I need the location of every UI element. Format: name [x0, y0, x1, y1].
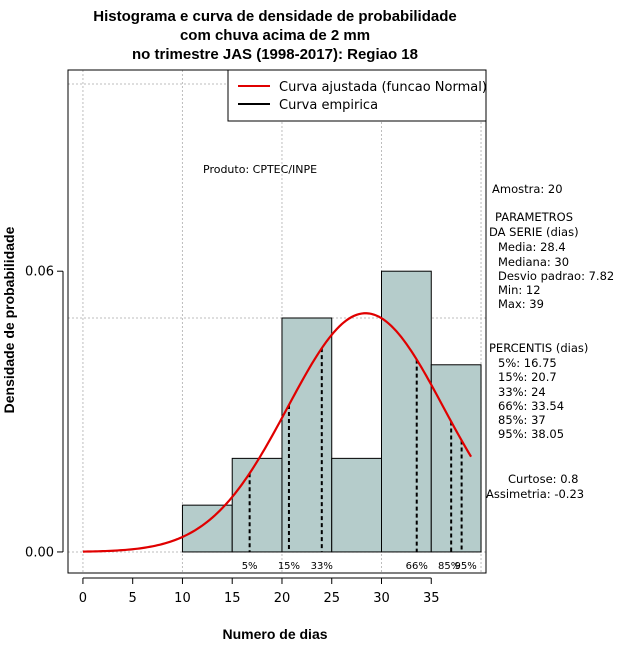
x-tick-label-5: 25: [323, 591, 340, 606]
histogram-bar-2: [281, 317, 333, 553]
chart-title-line-1: Histograma e curva de densidade de proba…: [93, 8, 456, 25]
percentile-layer: 5% 15% 33% 66% 85%95%: [242, 348, 477, 572]
normal-fit-curve: [82, 312, 473, 553]
histogram-bar-4: [381, 270, 432, 553]
percentile-label-3: 66%: [406, 561, 428, 572]
histogram-bar-3: [331, 457, 383, 553]
legend-normal-label: Curva ajustada (funcao Normal): [279, 80, 487, 95]
histogram-bar-0: [181, 504, 233, 553]
x-axis-label: Numero de dias: [222, 626, 327, 642]
x-tick-label-1: 5: [129, 591, 137, 606]
y-tick-label-1: 0.06: [25, 265, 54, 280]
side-panel: Amostra: 20 PARAMETROS DA SERIE (dias) M…: [486, 182, 614, 501]
axes-layer: 0 5 10 15 20 25 30 35 0.00 0.06: [25, 265, 439, 606]
parametros-title-1: PARAMETROS: [495, 210, 573, 224]
curve-layer: [82, 312, 473, 553]
media-text: Media: 28.4: [498, 240, 566, 254]
percentile-label-2: 33%: [311, 561, 333, 572]
assimetria-text: Assimetria: -0.23: [486, 487, 584, 501]
p15-text: 15%: 20.7: [498, 370, 557, 384]
amostra-text: Amostra: 20: [492, 182, 563, 196]
percentis-title: PERCENTIS (dias): [489, 341, 588, 355]
percentile-label-1: 15%: [278, 561, 300, 572]
x-tick-label-6: 30: [373, 591, 390, 606]
percentile-label-5: 95%: [454, 561, 476, 572]
desvio-text: Desvio padrao: 7.82: [498, 269, 614, 283]
p85-text: 85%: 37: [498, 413, 546, 427]
histogram-bar-1: [231, 457, 283, 553]
y-tick-label-0: 0.00: [25, 545, 54, 560]
x-tick-label-4: 20: [274, 591, 291, 606]
product-annotation: Produto: CPTEC/INPE: [203, 163, 317, 176]
mediana-text: Mediana: 30: [498, 255, 569, 269]
percentile-label-4: 85%: [438, 561, 460, 572]
bars-layer: [181, 270, 482, 553]
x-tick-label-2: 10: [174, 591, 191, 606]
p33-text: 33%: 24: [498, 385, 546, 399]
legend: Curva ajustada (funcao Normal) Curva emp…: [227, 69, 487, 122]
max-text: Max: 39: [498, 297, 544, 311]
histogram-bar-5: [430, 364, 482, 553]
p95-text: 95%: 38.05: [498, 427, 564, 441]
percentile-label-0: 5%: [242, 561, 258, 572]
legend-empirical-label: Curva empirica: [279, 98, 378, 113]
min-text: Min: 12: [498, 283, 541, 297]
legend-box: [227, 69, 487, 122]
x-tick-label-0: 0: [79, 591, 87, 606]
p66-text: 66%: 33.54: [498, 399, 564, 413]
x-tick-label-3: 15: [224, 591, 241, 606]
x-tick-label-7: 35: [423, 591, 440, 606]
chart-title-line-2: com chuva acima de 2 mm: [180, 27, 370, 44]
p5-text: 5%: 16.75: [498, 356, 557, 370]
parametros-title-2: DA SERIE (dias): [489, 225, 579, 239]
y-axis-label: Densidade de probabilidade: [1, 226, 17, 413]
chart-title-line-3: no trimestre JAS (1998-2017): Regiao 18: [132, 46, 418, 63]
curtose-text: Curtose: 0.8: [508, 472, 578, 486]
